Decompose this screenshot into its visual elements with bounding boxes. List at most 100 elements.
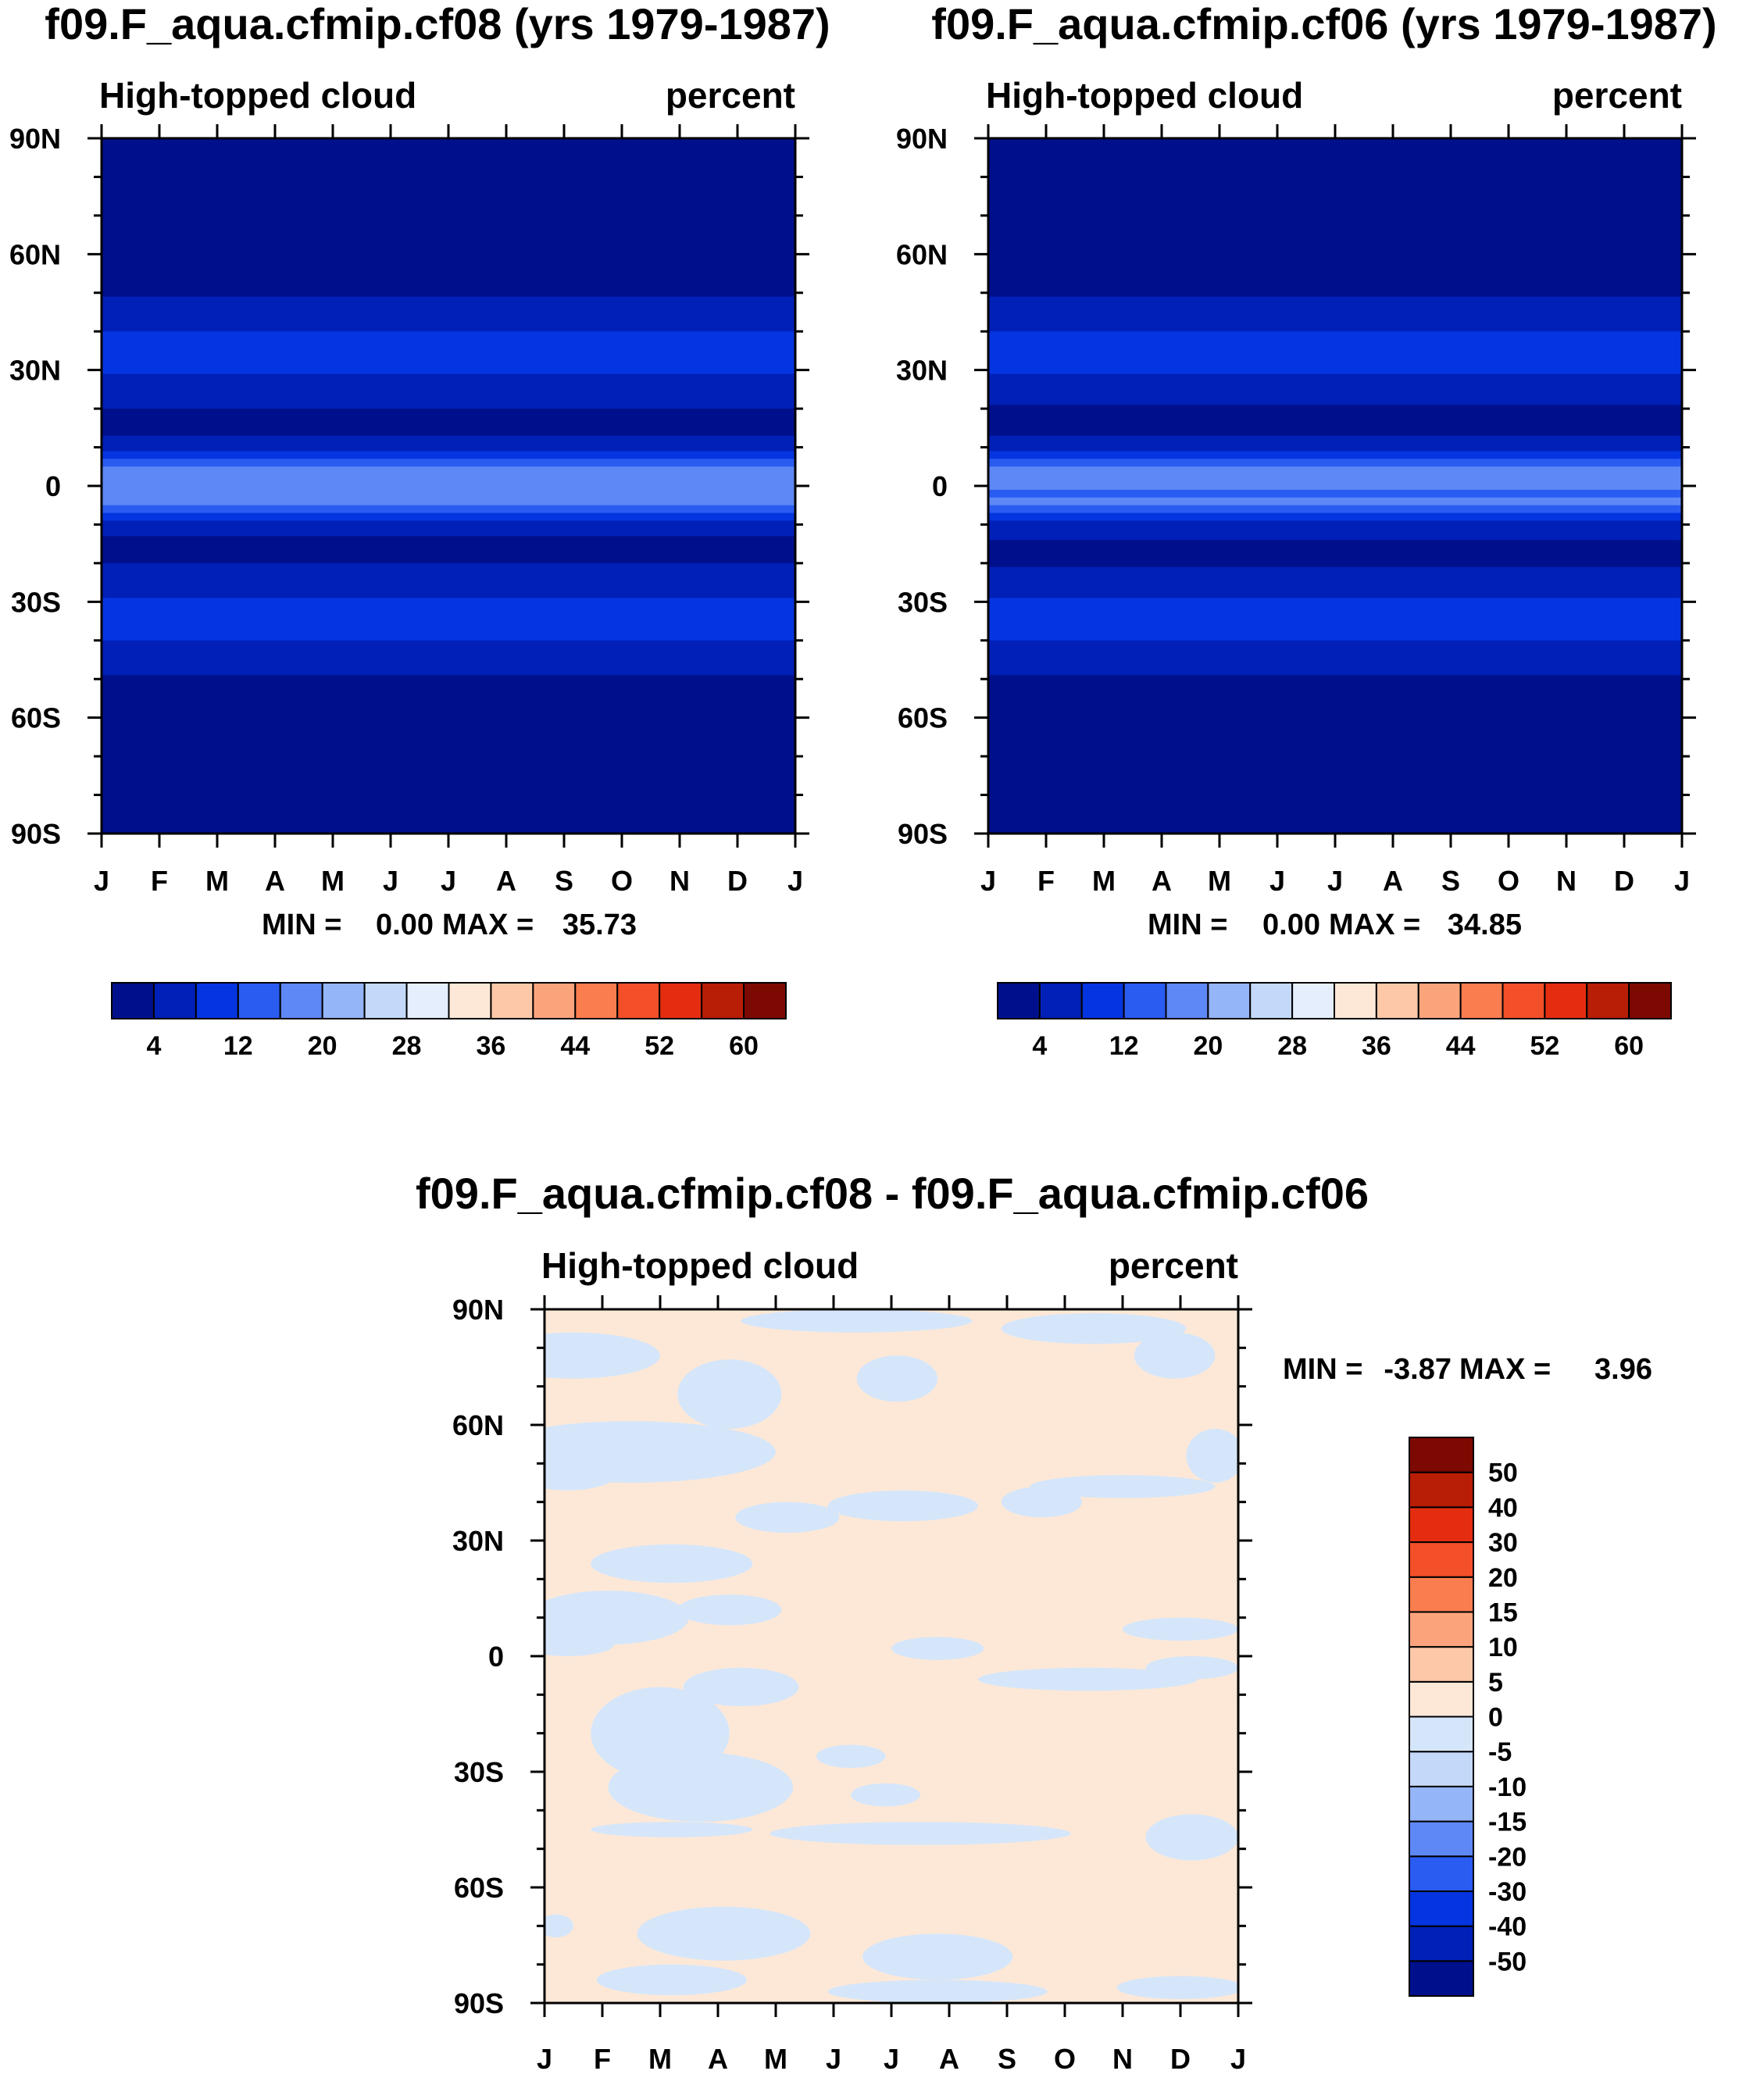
colorbar-box (1409, 1646, 1474, 1683)
y-tick-label: 60S (898, 702, 948, 734)
colorbar-box (1165, 982, 1209, 1019)
panel-cf06: f09.F_aqua.cfmip.cf06 (yrs 1979-1987) Hi… (896, 0, 1717, 1061)
y-tick-label: 0 (932, 470, 948, 502)
colorbar-label: 20 (308, 1031, 337, 1061)
colorbar-box (1409, 1576, 1474, 1613)
colorbar-box (1409, 1960, 1474, 1997)
x-tick-label: M (1092, 865, 1116, 897)
y-tick-label: 60S (11, 702, 61, 734)
min-label: MIN = (262, 909, 341, 941)
negative-patch (596, 1964, 747, 1996)
negative-patch (1134, 1332, 1216, 1379)
x-tick-label: J (1327, 865, 1343, 897)
y-tick-label: 90S (898, 818, 948, 850)
colorbar-box (1409, 1751, 1474, 1787)
colorbar-label: 4 (146, 1031, 161, 1061)
colorbar-box (1586, 982, 1630, 1019)
contour-band (988, 466, 1682, 475)
colorbar-box (1502, 982, 1546, 1019)
contour-band (102, 675, 795, 834)
min-value: -3.87 (1384, 1353, 1452, 1386)
negative-patch (770, 1822, 1071, 1845)
contour-band (988, 296, 1682, 332)
negative-patch (827, 1980, 1048, 2003)
x-tick-label: D (727, 865, 748, 897)
negative-patch (735, 1501, 840, 1534)
colorbar-label: 15 (1488, 1598, 1518, 1627)
negative-patch (862, 1933, 1013, 1980)
negative-patch (741, 1309, 973, 1333)
contour-background (545, 1309, 1238, 2003)
x-tick-label: M (764, 2043, 787, 2074)
contour-band (988, 451, 1682, 459)
x-tick-label: A (1383, 865, 1403, 897)
x-tick-label: N (1556, 865, 1577, 897)
colorbar-label: 10 (1488, 1633, 1518, 1662)
x-tick-label: J (884, 2043, 899, 2074)
colorbar-label: 40 (1488, 1493, 1518, 1523)
negative-patch (545, 1633, 614, 1656)
colorbar-box (1409, 1890, 1474, 1927)
x-tick-label: M (205, 865, 229, 897)
negative-patch (1145, 1814, 1238, 1861)
y-tick-label: 90S (454, 1987, 504, 2019)
min-label: MIN = (1148, 909, 1227, 941)
negative-patch (851, 1783, 920, 1807)
colorbar-label: 12 (223, 1031, 253, 1061)
contour-band (988, 640, 1682, 676)
colorbar-box (1080, 982, 1125, 1019)
contour-band (102, 505, 795, 514)
x-tick-label: F (151, 865, 168, 897)
negative-patch (1001, 1486, 1083, 1518)
colorbar-label: 60 (1614, 1031, 1644, 1061)
panel-title: f09.F_aqua.cfmip.cf08 - f09.F_aqua.cfmip… (416, 1169, 1369, 1218)
contour-band (102, 466, 795, 475)
y-tick-label: 30S (11, 586, 61, 618)
colorbar: 4 12 20 28 36 44 52 60 (111, 982, 787, 1061)
colorbar-label: -20 (1488, 1842, 1527, 1872)
negative-patch (827, 1490, 979, 1522)
negative-patch (1145, 1656, 1238, 1680)
x-tick-label: J (1230, 2043, 1246, 2074)
plot-content (545, 1309, 1238, 2003)
colorbar-box (1409, 1541, 1474, 1578)
colorbar-box (532, 982, 577, 1019)
colorbar-box (111, 982, 155, 1019)
y-tick-label: 30N (452, 1525, 504, 1557)
colorbar-box (490, 982, 534, 1019)
contour-band (102, 536, 795, 564)
min-value: 0.00 (1262, 909, 1320, 941)
colorbar-box (1417, 982, 1462, 1019)
colorbar-label: -15 (1488, 1808, 1527, 1837)
contour-band (102, 296, 795, 332)
negative-patch (545, 1914, 573, 1938)
colorbar-box (1409, 1437, 1474, 1473)
colorbar-label: 20 (1488, 1563, 1518, 1593)
colorbar-label: 52 (645, 1031, 674, 1061)
colorbar-box (1409, 1716, 1474, 1753)
x-tick-label: O (1054, 2043, 1076, 2074)
contour-band (988, 331, 1682, 375)
contour-band (988, 598, 1682, 641)
colorbar-box (1334, 982, 1377, 1019)
y-tick-label: 90N (9, 123, 61, 155)
negative-patch (591, 1822, 753, 1837)
colorbar-box (1628, 982, 1672, 1019)
panel-title: f09.F_aqua.cfmip.cf06 (yrs 1979-1987) (931, 0, 1716, 48)
x-tick-label: N (670, 865, 690, 897)
negative-patch (1116, 1976, 1238, 2000)
contour-band (102, 512, 795, 521)
y-tick-label: 60N (452, 1409, 504, 1441)
negative-patch (1123, 1617, 1238, 1641)
contour-band (102, 489, 795, 498)
contour-band (102, 451, 795, 459)
colorbar-label: 44 (560, 1031, 590, 1061)
y-tick-label: 90N (452, 1294, 504, 1326)
colorbar-label: 20 (1193, 1031, 1223, 1061)
plot-area (545, 1309, 1238, 2003)
x-tick-label: J (537, 2043, 552, 2074)
negative-patch (677, 1594, 782, 1626)
panel-cf08: f09.F_aqua.cfmip.cf08 (yrs 1979-1987) Hi… (9, 0, 830, 1061)
colorbar-label: 4 (1032, 1031, 1047, 1061)
